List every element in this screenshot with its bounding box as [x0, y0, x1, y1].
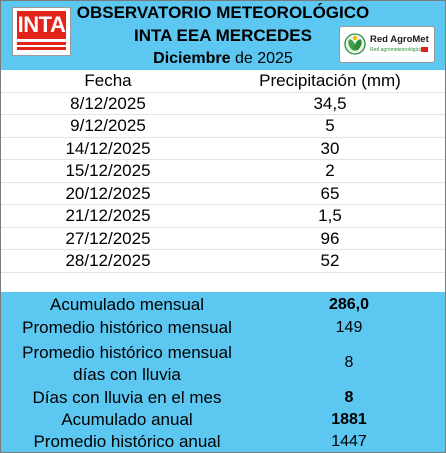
date-cell: 9/12/2025 [70, 116, 146, 135]
summary-label: Acumulado anual [61, 410, 193, 429]
precipitation-cell: 34,5 [313, 93, 347, 113]
date-cell: 14/12/2025 [65, 138, 151, 158]
header-band: INTA OBSERVATORIO METEOROLÓGICO INTA EEA… [1, 1, 445, 70]
column-header-precipitation: Precipitación (mm) [259, 71, 401, 90]
summary-label: Promedio histórico mensual [22, 318, 232, 337]
date-cell: 15/12/2025 [65, 161, 151, 180]
inta-logo-stripe [17, 47, 66, 50]
summary-value: 286,0 [328, 296, 370, 313]
table-row: 28/12/2025 52 [1, 250, 445, 273]
precipitation-cell: 96 [320, 228, 340, 248]
summary-label: Promedio histórico mensual [22, 343, 232, 362]
page-title: OBSERVATORIO METEOROLÓGICO [76, 3, 370, 22]
precipitation-cell: 2 [325, 161, 335, 180]
date-cell: 27/12/2025 [65, 228, 151, 248]
precipitation-cell: 65 [320, 183, 340, 203]
period-label: Diciembre de 2025 [73, 49, 373, 69]
precipitation-table: Fecha Precipitación (mm) 8/12/2025 34,5 … [1, 70, 445, 295]
inta-logo: INTA [12, 7, 71, 56]
table-row: 20/12/2025 65 [1, 183, 445, 205]
table-row: 21/12/2025 1,5 [1, 205, 445, 228]
summary-label: Días con lluvia en el mes [32, 388, 222, 407]
date-cell: 21/12/2025 [65, 206, 151, 225]
date-cell: 8/12/2025 [70, 93, 146, 113]
summary-value: 1447 [331, 433, 367, 450]
month-label: Diciembre [153, 50, 231, 67]
flag-icon [421, 47, 428, 52]
date-cell: 20/12/2025 [65, 183, 151, 203]
summary-value: 8 [344, 354, 354, 371]
date-cell: 28/12/2025 [65, 251, 151, 270]
column-header-date: Fecha [84, 71, 132, 90]
red-agromet-subtitle: Red agrometeorológica [370, 47, 422, 53]
precipitation-cell: 5 [325, 116, 335, 135]
table-row: 14/12/2025 30 [1, 138, 445, 160]
red-agromet-logo: Red AgroMet Red agrometeorológica [339, 26, 435, 63]
red-agromet-icon [344, 33, 366, 55]
station-name: INTA EEA MERCEDES [134, 26, 312, 45]
precipitation-cell: 1,5 [318, 206, 342, 225]
precipitation-cell: 30 [320, 138, 340, 158]
precipitation-cell: 52 [320, 251, 340, 270]
table-row: 9/12/2025 5 [1, 115, 445, 138]
year-label: de 2025 [234, 50, 293, 67]
summary-value: 8 [344, 389, 354, 406]
summary-value: 1881 [331, 411, 367, 428]
summary-value: 149 [335, 319, 363, 336]
table-header-row: Fecha Precipitación (mm) [1, 70, 445, 93]
summary-label: días con lluvia [73, 365, 181, 384]
table-row: 27/12/2025 96 [1, 228, 445, 250]
summary-panel: Acumulado mensual 286,0 Promedio históri… [1, 292, 445, 452]
table-row: 15/12/2025 2 [1, 160, 445, 183]
inta-logo-text: INTA [17, 11, 66, 39]
table-row: 8/12/2025 34,5 [1, 93, 445, 115]
summary-label: Acumulado mensual [49, 295, 205, 314]
red-agromet-name: Red AgroMet [370, 34, 429, 45]
inta-logo-stripe [17, 42, 66, 45]
summary-label: Promedio histórico anual [33, 432, 221, 451]
